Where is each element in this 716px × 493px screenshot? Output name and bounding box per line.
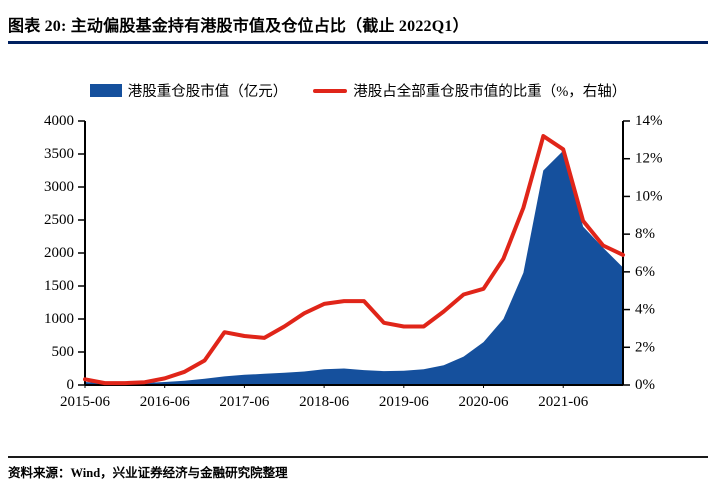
left-axis-label: 1000 (44, 311, 74, 327)
legend-label: 港股重仓股市值（亿元） (127, 84, 288, 100)
legend-label: 港股占全部重仓股市值的比重（%，右轴） (353, 84, 627, 100)
left-axis-label: 4000 (44, 113, 74, 129)
title-divider (8, 41, 708, 44)
left-axis-label: 2500 (44, 212, 74, 228)
area-series (85, 150, 623, 385)
line-series (83, 134, 625, 386)
legend-item-market-value: 港股重仓股市值（亿元） (89, 80, 288, 101)
right-axis-label: 6% (635, 264, 655, 280)
right-axis-label: 14% (635, 113, 663, 129)
right-axis-label: 8% (635, 226, 655, 242)
source-note: 资料来源：Wind，兴业证券经济与金融研究院整理 (8, 466, 288, 480)
left-axis-label: 2000 (44, 245, 74, 261)
footer-divider (8, 456, 708, 458)
line-swatch-icon (313, 88, 348, 93)
right-axis-label: 10% (635, 188, 663, 204)
right-axis-label: 12% (635, 151, 663, 167)
x-axis-label: 2016-06 (140, 394, 190, 410)
area-swatch-icon (89, 84, 122, 97)
left-axis-label: 3000 (44, 179, 74, 195)
chart-legend: 港股重仓股市值（亿元） 港股占全部重仓股市值的比重（%，右轴） (0, 80, 716, 101)
x-axis-label: 2020-06 (459, 394, 509, 410)
x-axis-label: 2017-06 (219, 394, 269, 410)
x-axis-label: 2018-06 (299, 394, 349, 410)
x-axis-label: 2015-06 (60, 394, 110, 410)
legend-item-ratio: 港股占全部重仓股市值的比重（%，右轴） (313, 80, 626, 101)
x-axis-label: 2019-06 (379, 394, 429, 410)
right-axis-label: 4% (635, 302, 655, 318)
left-axis-label: 3500 (44, 146, 74, 162)
left-axis-label: 500 (52, 344, 75, 360)
right-axis-label: 2% (635, 339, 655, 355)
x-axis-label: 2021-06 (538, 394, 588, 410)
left-axis-label: 0 (67, 377, 75, 393)
figure-title: 图表 20: 主动偏股基金持有港股市值及仓位占比（截止 2022Q1） (8, 18, 469, 35)
left-axis-label: 1500 (44, 278, 74, 294)
right-axis-label: 0% (635, 377, 655, 393)
chart-canvas: 0 500 1000 1500 2000 2500 3000 3500 4000 0% 2% 4% 6%… (44, 113, 663, 410)
chart-area: 0 500 1000 1500 2000 2500 3000 3500 4000 0% 2% 4% 6%… (0, 110, 716, 430)
